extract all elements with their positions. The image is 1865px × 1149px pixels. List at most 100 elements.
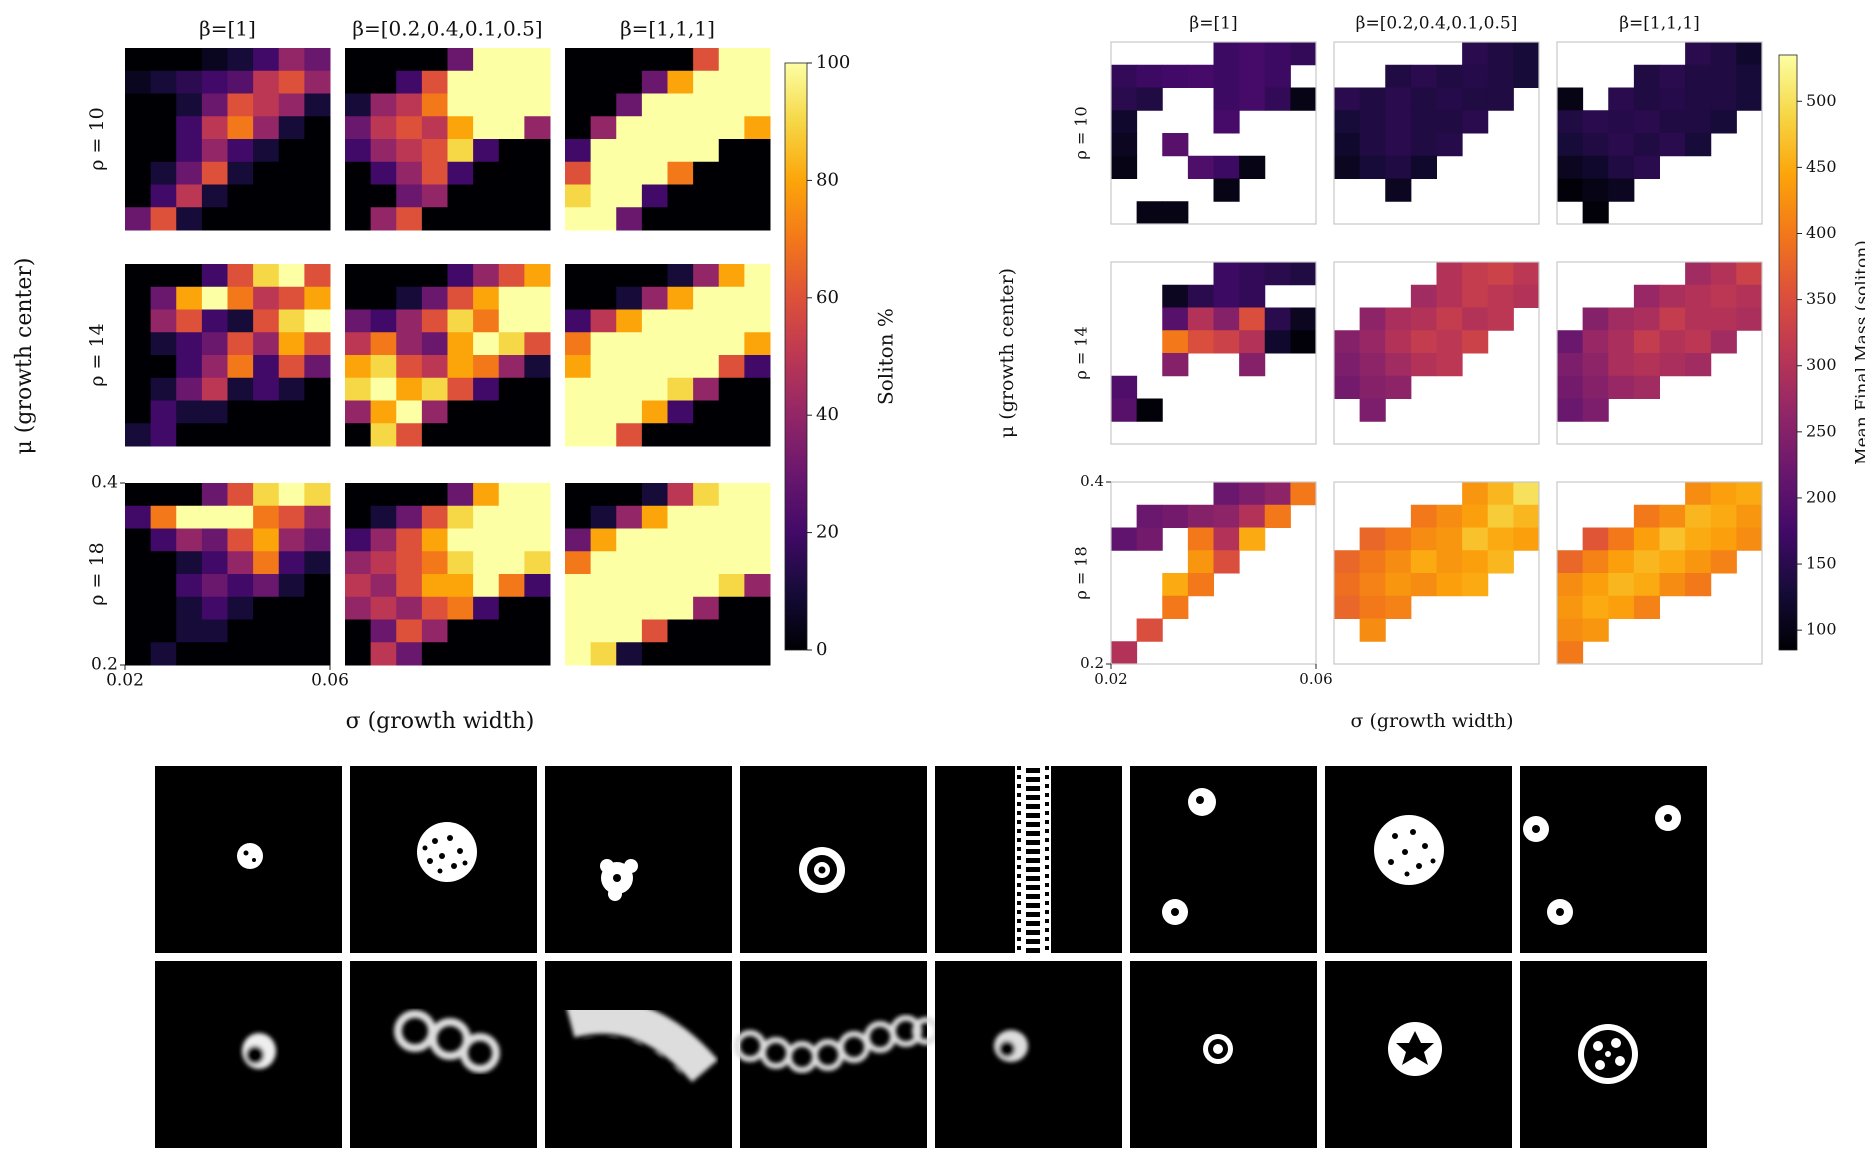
heatmap-cell (1513, 42, 1540, 66)
heatmap-cell (1410, 550, 1437, 574)
heatmap-cell (718, 139, 745, 163)
heatmap-cell (524, 619, 551, 643)
heatmap-cell (641, 332, 668, 356)
heatmap-cell (201, 139, 228, 163)
snapshot-shape (432, 838, 438, 844)
snapshot-shape (994, 1030, 1028, 1062)
colorbar-tick-label: 40 (816, 404, 839, 425)
heatmap-cell (1582, 375, 1609, 399)
snapshot-shape (1392, 833, 1398, 839)
heatmap-cell (176, 116, 203, 140)
heatmap-cell (150, 161, 177, 185)
heatmap-cell (253, 551, 280, 575)
heatmap-cell (498, 161, 525, 185)
heatmap-cell (278, 528, 305, 552)
heatmap-cell (278, 70, 305, 94)
heatmap-cell (1633, 87, 1660, 111)
panel-frame (1333, 41, 1540, 225)
heatmap-cell (1410, 307, 1437, 331)
heatmap-cell (253, 286, 280, 310)
heatmap-cell (1633, 110, 1660, 134)
heatmap-cell (616, 116, 643, 140)
snapshot-shape (1130, 766, 1317, 953)
y-tick-label: 0.2 (1080, 654, 1104, 672)
heatmap-cell (473, 619, 500, 643)
heatmap-cell (524, 286, 551, 310)
heatmap-cell (744, 551, 771, 575)
heatmap-cell (1436, 262, 1463, 286)
heatmap-cell (1334, 595, 1361, 619)
heatmap-cell (1557, 375, 1584, 399)
heatmap-cell (473, 207, 500, 231)
snapshot-shape (1422, 843, 1428, 849)
heatmap-cell (1239, 527, 1266, 551)
heatmap-cell (201, 161, 228, 185)
heatmap-cell (1213, 178, 1240, 202)
y-tick-label: 0.4 (1080, 472, 1104, 490)
heatmap-cell (447, 184, 474, 208)
heatmap-cell (421, 93, 448, 117)
heatmap-cell (1290, 87, 1317, 111)
heatmap-cell (667, 551, 694, 575)
heatmap-cell (125, 505, 152, 529)
heatmap-cell (667, 528, 694, 552)
heatmap-cell (1462, 262, 1489, 286)
heatmap-cell (345, 528, 372, 552)
snapshot-shape (447, 835, 453, 841)
snapshot-shape (1130, 961, 1317, 1148)
heatmap-cell (304, 619, 331, 643)
heatmap-cell (667, 207, 694, 231)
heatmap-cell (176, 48, 203, 72)
heatmap-cell (1633, 504, 1660, 528)
heatmap-cell (616, 551, 643, 575)
heatmap-cell (396, 48, 423, 72)
heatmap-cell (304, 139, 331, 163)
snapshot-shape (584, 1037, 688, 1083)
heatmap-cell (1685, 284, 1712, 308)
heatmap-cell (125, 48, 152, 72)
heatmap-cell (176, 596, 203, 620)
heatmap-cell (345, 161, 372, 185)
heatmap-cell (1513, 527, 1540, 551)
heatmap-cell (565, 286, 592, 310)
heatmap-cell (667, 93, 694, 117)
heatmap-cell (227, 377, 254, 401)
heatmap-cell (616, 332, 643, 356)
heatmap-cell (590, 423, 617, 447)
heatmap-cell (473, 551, 500, 575)
heatmap-cell (253, 116, 280, 140)
heatmap-cell (370, 93, 397, 117)
heatmap-cell (616, 619, 643, 643)
snapshot-shape (545, 961, 732, 1148)
heatmap-cell (345, 423, 372, 447)
heatmap-cell (1436, 64, 1463, 88)
heatmap-cell (667, 377, 694, 401)
heatmap-cell (176, 574, 203, 598)
heatmap-cell (718, 116, 745, 140)
heatmap-cell (1487, 64, 1514, 88)
heatmap-cell (1582, 595, 1609, 619)
heatmap-cell (345, 48, 372, 72)
heatmap-cell (1187, 550, 1214, 574)
heatmap-cell (1557, 87, 1584, 111)
heatmap-cell (227, 207, 254, 231)
heatmap-cell (396, 93, 423, 117)
heatmap-cell (693, 400, 720, 424)
heatmap-cell (150, 355, 177, 379)
heatmap-cell (1582, 550, 1609, 574)
heatmap-cell (421, 139, 448, 163)
heatmap-cell (524, 505, 551, 529)
heatmap-cell (304, 355, 331, 379)
heatmap-cell (744, 377, 771, 401)
heatmap-cell (1385, 353, 1412, 377)
heatmap-cell (421, 483, 448, 507)
heatmap-cell (278, 48, 305, 72)
heatmap-cell (590, 184, 617, 208)
heatmap-cell (524, 70, 551, 94)
heatmap-cell (590, 309, 617, 333)
heatmap-cell (744, 596, 771, 620)
snapshot-shape (1416, 863, 1422, 869)
heatmap-cell (345, 332, 372, 356)
heatmap-cell (498, 48, 525, 72)
heatmap-cell (641, 161, 668, 185)
